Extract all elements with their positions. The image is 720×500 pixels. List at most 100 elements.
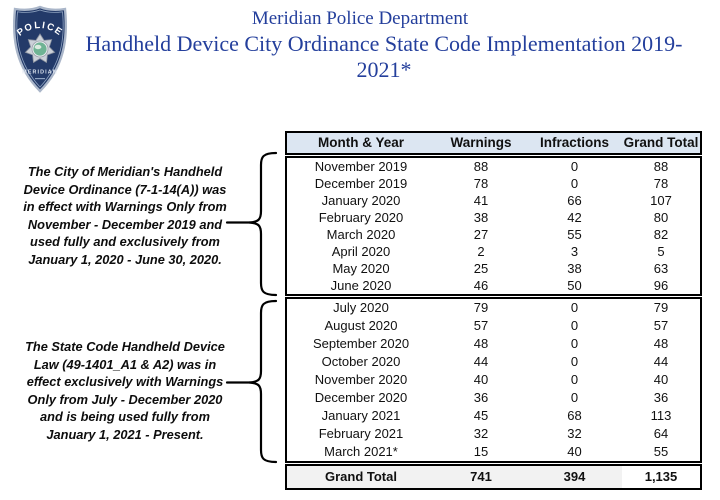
section2-brace (248, 299, 278, 464)
table-row: October 2020 44 0 44 (287, 353, 700, 371)
badge-banner-mark (35, 78, 45, 80)
month-cell: January 2020 (321, 193, 401, 208)
month-cell: April 2020 (331, 244, 391, 259)
table-row: March 2021* 15 40 55 (287, 443, 700, 461)
badge-meridian-text: MERIDIAN (22, 70, 57, 76)
table-row: September 2020 48 0 48 (287, 335, 700, 353)
total-cell: 88 (653, 159, 669, 174)
warnings-cell: 38 (473, 210, 489, 225)
infractions-cell: 38 (567, 261, 582, 276)
infractions-cell: 0 (570, 318, 579, 333)
total-cell: 36 (653, 390, 669, 405)
infractions-cell: 42 (567, 210, 582, 225)
infractions-cell: 55 (567, 227, 582, 242)
total-cell: 79 (653, 300, 669, 315)
infractions-cell: 0 (570, 159, 579, 174)
month-cell: May 2020 (332, 261, 390, 276)
police-badge-logo: POLICE MERIDIAN (12, 5, 68, 93)
table-row: March 2020 27 55 82 (287, 226, 700, 243)
table-row: December 2020 36 0 36 (287, 389, 700, 407)
warnings-cell: 44 (473, 354, 489, 369)
col-header-month: Month & Year (317, 135, 405, 150)
total-cell: 5 (657, 244, 665, 259)
warnings-cell: 57 (473, 318, 489, 333)
warnings-cell: 79 (473, 300, 489, 315)
table-row: January 2021 45 68 113 (287, 407, 700, 425)
warnings-cell: 46 (473, 278, 489, 293)
warnings-cell: 48 (473, 336, 489, 351)
col-header-grand-total: Grand Total (623, 135, 699, 150)
grand-total-row: Grand Total 741 394 1,135 (285, 464, 702, 490)
month-cell: September 2020 (312, 336, 410, 351)
month-cell: December 2020 (314, 390, 408, 405)
note-line: January 1, 2020 - June 30, 2020. (28, 251, 222, 267)
implementation-table: Month & Year Warnings Infractions Grand … (285, 131, 702, 491)
table-row: November 2019 88 0 88 (287, 158, 700, 175)
month-cell: November 2019 (314, 159, 408, 174)
month-cell: October 2020 (321, 354, 401, 369)
total-cell: 57 (653, 318, 669, 333)
city-ordinance-section: November 2019 88 0 88 December 2019 78 0… (285, 156, 702, 296)
month-cell: January 2021 (321, 408, 401, 423)
warnings-cell: 78 (473, 176, 489, 191)
state-code-section: July 2020 79 0 79 August 2020 57 0 57 Se… (285, 297, 702, 463)
warnings-cell: 25 (473, 261, 489, 276)
month-cell: December 2019 (314, 176, 408, 191)
month-cell: February 2021 (318, 426, 404, 441)
note-line: and is being used fully from (40, 409, 210, 425)
total-cell: 40 (653, 372, 669, 387)
infractions-cell: 32 (567, 426, 582, 441)
note-line: used fully and exclusively from (30, 234, 220, 250)
month-cell: March 2020 (326, 227, 396, 242)
table-row: December 2019 78 0 78 (287, 175, 700, 192)
warnings-cell: 40 (473, 372, 489, 387)
total-cell: 63 (653, 261, 669, 276)
grand-total-infractions: 394 (527, 466, 622, 488)
total-cell: 48 (653, 336, 669, 351)
total-cell: 107 (650, 193, 672, 208)
total-cell: 78 (653, 176, 669, 191)
state-code-note: The State Code Handheld Device Law (49-14… (4, 338, 246, 444)
col-header-infractions: Infractions (539, 135, 609, 150)
infractions-cell: 0 (570, 354, 579, 369)
badge-globe-icon (33, 42, 47, 56)
warnings-cell: 32 (473, 426, 489, 441)
month-cell: July 2020 (333, 300, 389, 315)
table-row: August 2020 57 0 57 (287, 317, 700, 335)
note-line: The State Code Handheld Device (25, 339, 225, 354)
table-header-row: Month & Year Warnings Infractions Grand … (285, 131, 702, 155)
total-cell: 96 (653, 278, 669, 293)
warnings-cell: 2 (477, 244, 485, 259)
badge-globe-land (34, 44, 42, 50)
infractions-cell: 40 (567, 444, 582, 459)
page-title: Meridian Police Department (251, 8, 469, 29)
warnings-cell: 88 (473, 159, 489, 174)
table-row: February 2021 32 32 64 (287, 425, 700, 443)
section1-brace (248, 151, 278, 297)
infractions-cell: 68 (567, 408, 582, 423)
note-line: Device Ordinance (7-1-14(A)) was (23, 181, 227, 197)
grand-total-warnings: 741 (435, 466, 527, 488)
page-subtitle: Handheld Device City Ordinance State Cod… (85, 31, 683, 82)
city-ordinance-note: The City of Meridian's Handheld Device Or… (4, 163, 246, 269)
table-row: May 2020 25 38 63 (287, 260, 700, 277)
month-cell: June 2020 (330, 278, 392, 293)
table-row: February 2020 38 42 80 (287, 209, 700, 226)
note-line: January 1, 2021 - Present. (46, 426, 204, 442)
infractions-cell: 3 (570, 244, 579, 259)
table-row: November 2020 40 0 40 (287, 371, 700, 389)
infractions-cell: 66 (567, 193, 582, 208)
month-cell: August 2020 (324, 318, 398, 333)
total-cell: 80 (653, 210, 669, 225)
warnings-cell: 27 (473, 227, 489, 242)
total-cell: 113 (650, 408, 672, 423)
note-line: effect exclusively with Warnings (26, 374, 224, 390)
infractions-cell: 0 (570, 300, 579, 315)
month-cell: November 2020 (314, 372, 408, 387)
month-cell: March 2021* (324, 444, 398, 459)
badge-inner-line (16, 9, 64, 88)
note-line: in effect with Warnings Only from (23, 199, 227, 215)
grand-total-label: Grand Total (287, 466, 435, 488)
warnings-cell: 45 (473, 408, 489, 423)
